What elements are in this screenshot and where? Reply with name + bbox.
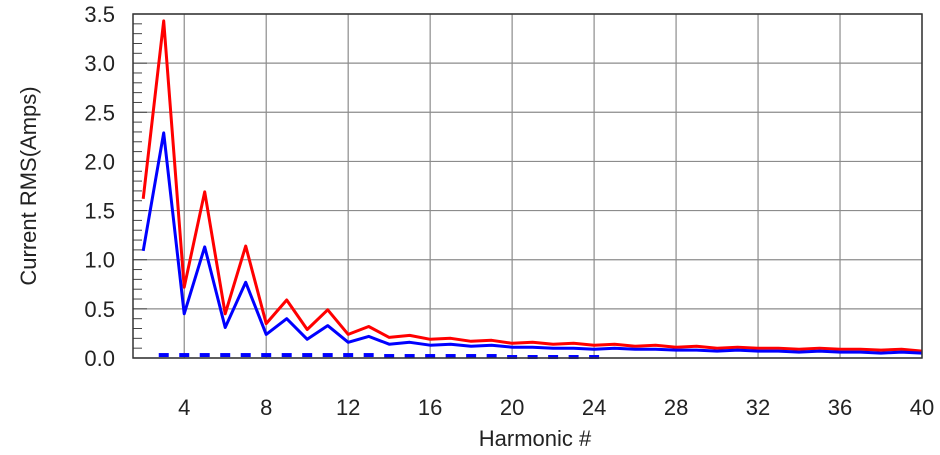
x-tick-label: 36 [828, 395, 852, 420]
x-tick-label: 28 [664, 395, 688, 420]
y-minor-ticks [133, 13, 147, 359]
series-line [141, 131, 923, 355]
x-tick-labels: 4 8 12 16 20 24 28 32 36 40 [178, 395, 934, 420]
y-tick-label: 1.5 [84, 199, 115, 224]
x-tick-label: 20 [500, 395, 524, 420]
series-3 [158, 353, 600, 360]
x-tick-label: 40 [910, 395, 934, 420]
x-tick-label: 8 [260, 395, 272, 420]
y-tick-label: 1.0 [84, 248, 115, 273]
y-tick-labels: 0.0 0.5 1.0 1.5 2.0 2.5 3.0 3.5 [84, 2, 115, 371]
grid-lines [133, 13, 923, 359]
series-2 [141, 131, 923, 355]
y-tick-label: 2.5 [84, 100, 115, 125]
y-tick-label: 2.0 [84, 149, 115, 174]
y-axis-title: Current RMS(Amps) [16, 86, 41, 285]
y-tick-label: 3.5 [84, 2, 115, 27]
x-tick-label: 16 [418, 395, 442, 420]
series-line [141, 19, 923, 353]
x-tick-label: 24 [582, 395, 606, 420]
y-tick-label: 0.5 [84, 297, 115, 322]
y-tick-label: 0.0 [84, 346, 115, 371]
x-axis-title: Harmonic # [479, 426, 592, 451]
series-layer [141, 19, 923, 360]
x-tick-label: 12 [336, 395, 360, 420]
plot-frame [132, 13, 923, 359]
x-tick-label: 4 [178, 395, 190, 420]
y-tick-label: 3.0 [84, 51, 115, 76]
series-1 [141, 19, 923, 353]
x-tick-label: 32 [746, 395, 770, 420]
